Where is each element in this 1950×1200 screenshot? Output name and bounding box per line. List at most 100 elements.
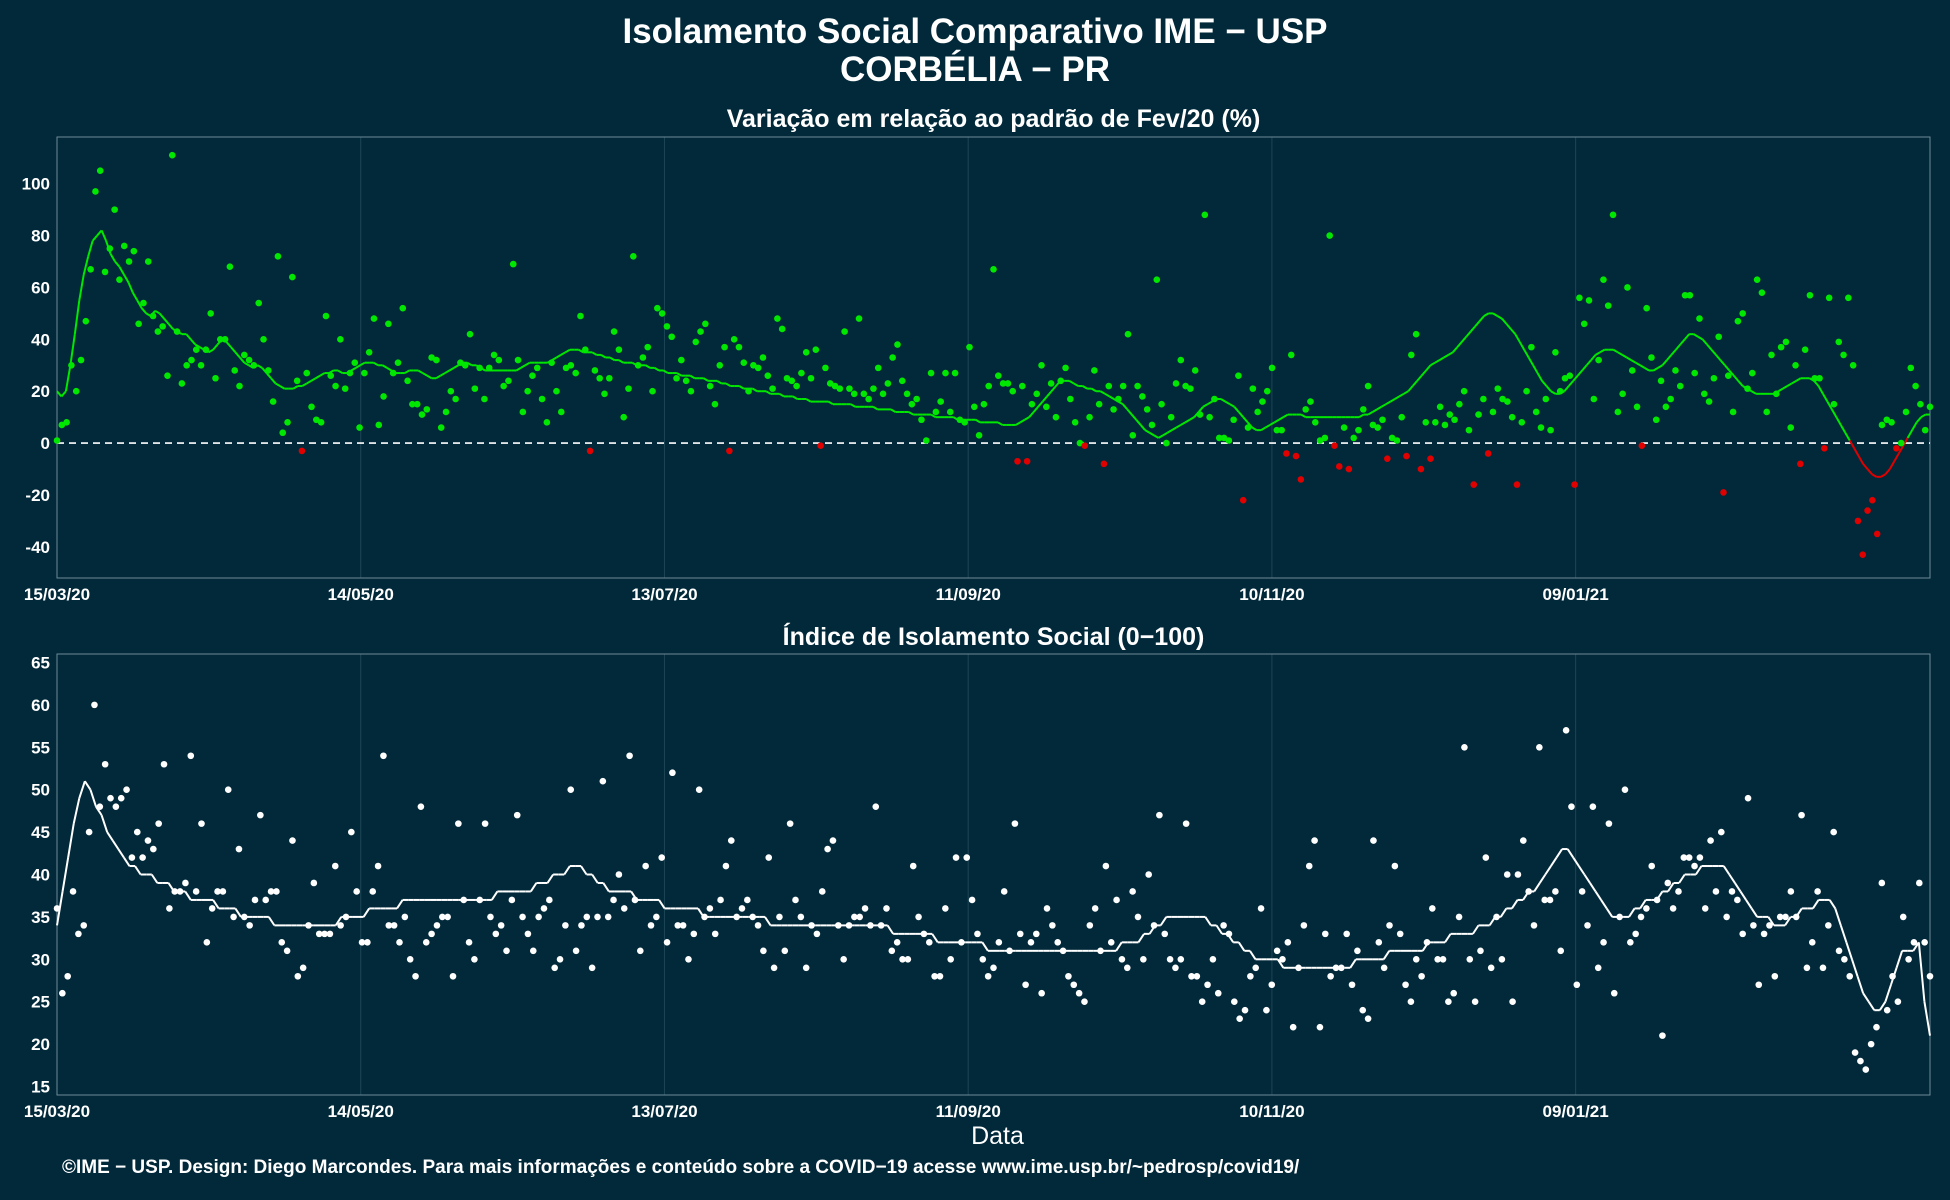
index-data-point [1514, 871, 1522, 878]
index-trend-segment [1583, 873, 1591, 884]
variation-trend-segment [1229, 403, 1235, 408]
variation-trend-segment [1041, 395, 1048, 403]
index-trend-segment [1728, 873, 1736, 884]
variation-data-point [1595, 356, 1602, 364]
variation-trend-segment [123, 273, 130, 283]
variation-trend-segment [275, 382, 281, 387]
index-trend-segment [1845, 942, 1853, 960]
variation-data-point [1417, 465, 1425, 473]
index-data-point [144, 837, 152, 844]
variation-trend-segment [1389, 398, 1396, 403]
index-data-point [1594, 964, 1602, 972]
variation-trend-segment [618, 359, 624, 364]
index-trend-segment [1276, 958, 1285, 969]
index-data-point [990, 964, 997, 972]
variation-trend-segment [1536, 372, 1543, 382]
index-trend-segment [490, 890, 499, 901]
variation-data-point [1460, 387, 1468, 395]
variation-trend-segment [1282, 413, 1289, 419]
variation-trend-segment [524, 361, 531, 367]
index-data-point [1140, 956, 1147, 963]
index-data-point [1659, 1032, 1666, 1039]
variation-data-point [164, 372, 171, 379]
index-data-point [1338, 964, 1345, 972]
variation-data-point [601, 390, 608, 398]
index-data-point [1231, 998, 1238, 1006]
index-data-point [824, 845, 831, 853]
index-trend-segment [1856, 975, 1865, 994]
index-data-point [658, 854, 666, 861]
index-data-point [1552, 888, 1559, 895]
x-axis-label: Data [971, 1122, 1024, 1150]
variation-trend-segment [1130, 413, 1137, 421]
variation-data-point [173, 328, 181, 335]
variation-data-point [1504, 398, 1511, 405]
variation-data-point [385, 320, 392, 328]
variation-trend-segment [1813, 380, 1820, 387]
variation-data-point [1921, 426, 1929, 434]
variation-trend-segment [1180, 421, 1186, 426]
index-trend-segment [1878, 1001, 1887, 1011]
variation-trend-segment [1518, 341, 1526, 351]
index-data-point [1825, 922, 1832, 929]
variation-trend-segment [1679, 338, 1686, 346]
variation-trend-segment [1050, 385, 1057, 392]
variation-data-point [505, 377, 512, 385]
variation-data-point [615, 346, 623, 354]
index-data-point [390, 922, 398, 929]
index-data-point [406, 956, 414, 963]
variation-data-point [1215, 434, 1223, 442]
variation-trend-segment [1015, 421, 1021, 426]
variation-data-point [216, 336, 224, 343]
variation-data-point [1926, 403, 1934, 411]
variation-trend-segment [1100, 390, 1106, 395]
variation-data-point [284, 419, 291, 426]
index-trend-segment [1734, 882, 1742, 893]
variation-data-point [1513, 481, 1521, 488]
index-data-point [251, 896, 259, 904]
variation-data-point [92, 188, 99, 195]
variation-data-point [1398, 413, 1406, 421]
index-data-point [1477, 947, 1484, 955]
variation-data-point [1835, 338, 1843, 346]
variation-data-point [754, 364, 762, 372]
variation-data-point [1494, 385, 1502, 392]
variation-data-point [1869, 496, 1876, 504]
variation-trend-segment [1866, 468, 1873, 475]
index-data-point [1129, 888, 1136, 895]
index-plot-frame [56, 653, 1931, 1096]
index-data-point [1295, 964, 1302, 972]
variation-data-point [1412, 330, 1420, 338]
index-x-tick-label: 15/03/20 [24, 1102, 90, 1121]
variation-data-point [1720, 489, 1727, 496]
index-data-point [1744, 794, 1752, 802]
variation-trend-segment [355, 364, 361, 369]
index-data-point [1905, 956, 1912, 963]
index-data-point [1182, 820, 1190, 827]
index-data-point [433, 922, 441, 929]
index-trend-segment [1472, 924, 1480, 935]
index-data-point [444, 913, 451, 921]
index-data-point [674, 922, 682, 929]
variation-trend-segment [453, 364, 459, 369]
variation-data-point [380, 393, 387, 400]
index-trend-segment [1667, 882, 1675, 893]
variation-trend-segment [1595, 351, 1601, 356]
variation-data-point [990, 266, 997, 273]
index-data-point [417, 803, 425, 810]
index-data-point [246, 922, 253, 929]
index-data-point [1332, 964, 1340, 972]
index-x-tick-label: 13/07/20 [631, 1102, 697, 1121]
variation-data-point [865, 395, 872, 403]
index-trend-segment [1917, 942, 1926, 1002]
variation-data-point [702, 320, 709, 328]
variation-data-point [1268, 364, 1276, 372]
index-data-point [422, 939, 430, 946]
variation-data-point [745, 387, 752, 395]
variation-data-point [365, 349, 373, 356]
index-data-point [1621, 786, 1629, 793]
variation-trend-segment [1068, 379, 1075, 385]
variation-data-point [226, 263, 234, 271]
index-data-point [358, 939, 366, 946]
index-data-point [1177, 956, 1185, 963]
